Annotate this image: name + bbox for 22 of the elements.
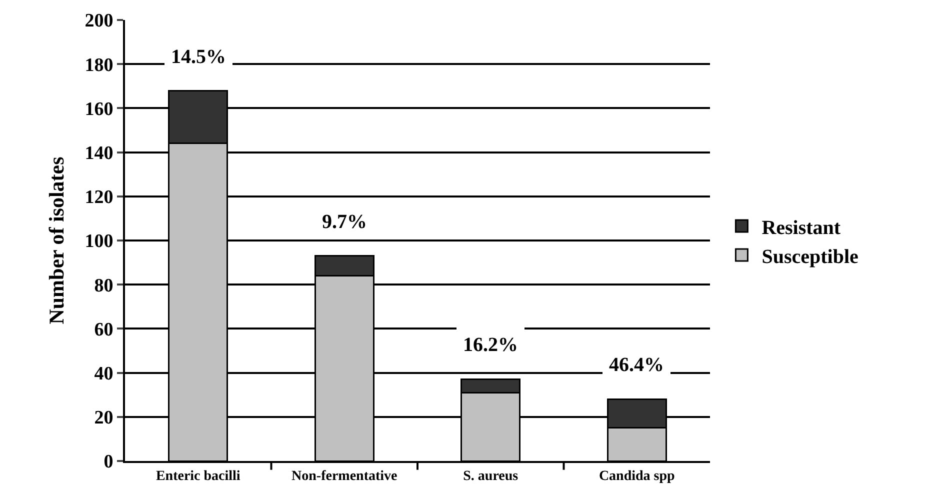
y-tick-label: 100 xyxy=(84,231,114,252)
y-tick-label: 200 xyxy=(84,10,114,32)
x-tick-label: Enteric bacilli xyxy=(156,468,240,484)
legend-label: Resistant xyxy=(762,216,841,239)
annotation: 9.7% xyxy=(322,211,367,233)
y-tick-label: 180 xyxy=(84,54,114,76)
annotation: 46.4% xyxy=(609,354,664,376)
y-tick-label: 40 xyxy=(94,363,114,384)
y-tick-label: 120 xyxy=(84,187,114,208)
y-tick-label: 20 xyxy=(94,408,114,429)
x-tick-label: Candida spp xyxy=(598,468,676,484)
annotation: 16.2% xyxy=(463,334,518,356)
y-tick-label: 0 xyxy=(104,452,114,473)
y-axis-title: Number of isolates xyxy=(44,156,68,324)
x-tick-label: Non-fermentative xyxy=(292,468,398,484)
annotation: 14.5% xyxy=(171,46,226,68)
y-tick-label: 60 xyxy=(94,319,114,340)
legend-label: Susceptible xyxy=(762,246,859,268)
y-tick-label: 80 xyxy=(94,275,114,296)
y-tick-label: 160 xyxy=(84,98,114,120)
x-tick-label: S. aureus xyxy=(463,468,519,484)
y-tick-label: 140 xyxy=(84,142,114,164)
